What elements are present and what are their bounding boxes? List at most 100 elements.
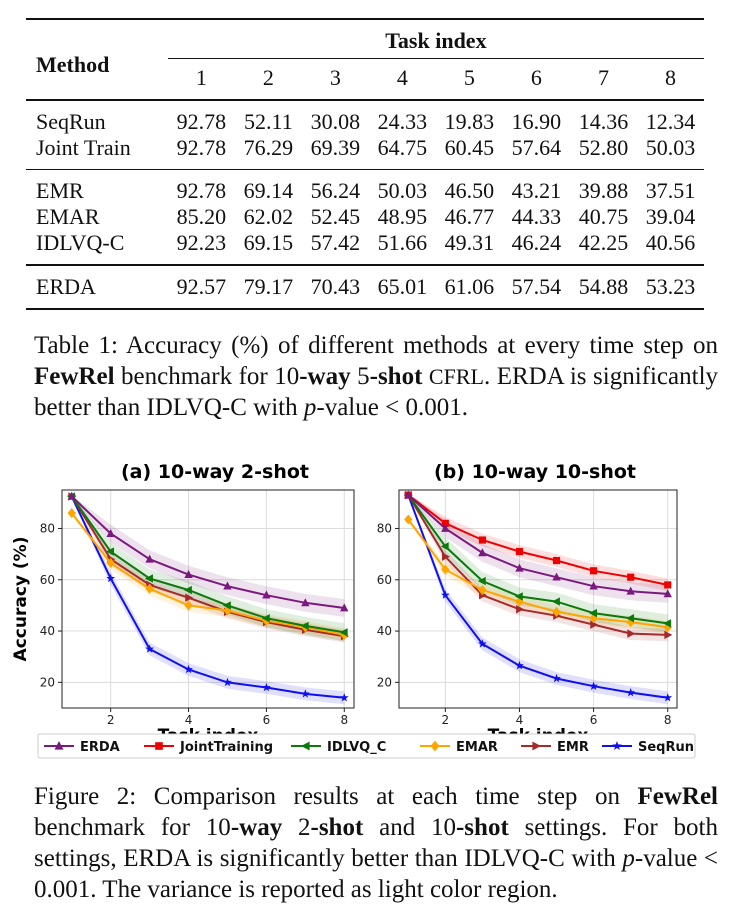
y-tick-label: 20 [40, 675, 55, 689]
variance-band [408, 493, 668, 633]
x-tick-label: 2 [107, 713, 115, 727]
value-cell: 69.14 [243, 178, 294, 203]
data-point [340, 603, 349, 612]
table-row: SeqRun 92.78 52.11 30.08 24.33 19.83 16.90 14.3… [26, 100, 704, 135]
task-column-header: 8 [636, 58, 704, 100]
value-cell: 14.36 [578, 109, 629, 134]
value-cell: 65.01 [377, 274, 428, 299]
value-cell: 53.23 [645, 274, 696, 299]
value-cell: 46.77 [444, 204, 495, 229]
y-tick-label: 40 [40, 624, 55, 638]
chart-title: (b) 10-way 10-shot [434, 461, 636, 483]
data-point [339, 628, 348, 637]
legend-box [37, 733, 696, 759]
task-column-header: 5 [435, 58, 503, 100]
value-cell: 48.95 [377, 204, 428, 229]
legend-item: ERDA [44, 740, 120, 755]
data-point [552, 572, 561, 581]
x-tick-label: 6 [263, 713, 271, 727]
table-row: IDLVQ-C 92.23 69.15 57.42 51.66 49.31 46.24 42.… [26, 230, 704, 265]
data-point [478, 584, 487, 596]
data-point [515, 563, 524, 572]
data-point [441, 564, 450, 575]
value-cell: 46.50 [444, 178, 495, 203]
data-point [589, 613, 598, 624]
data-point [404, 514, 413, 525]
data-point [626, 614, 635, 623]
y-tick-label: 20 [377, 675, 392, 689]
value-cell: 30.08 [310, 109, 361, 134]
data-point [440, 542, 449, 551]
legend-marker [430, 740, 440, 752]
value-cell: 60.45 [444, 135, 495, 160]
axes-frame [61, 489, 355, 709]
data-point [478, 639, 487, 648]
value-cell: 40.75 [578, 204, 629, 229]
value-cell: 52.11 [244, 109, 293, 134]
data-point [441, 523, 450, 532]
x-tick-label: 4 [185, 713, 193, 727]
value-cell: 43.21 [511, 178, 562, 203]
x-tick-label: 8 [664, 713, 672, 727]
figure-2: (a) 10-way 2-shot204060802468Task indexA… [11, 461, 696, 759]
method-column-header: Method [36, 51, 110, 77]
value-cell: 54.88 [578, 274, 629, 299]
value-cell: 16.90 [511, 109, 562, 134]
data-point [145, 554, 154, 563]
data-point [404, 490, 413, 499]
data-point [339, 693, 349, 702]
data-point [663, 589, 672, 598]
value-cell: 44.33 [511, 204, 562, 229]
legend-item: JointTraining [144, 740, 273, 755]
y-tick-label: 40 [377, 624, 392, 638]
legend-item: EMR [521, 740, 589, 755]
data-point [664, 581, 672, 589]
data-point [664, 630, 673, 640]
table-caption-label: Table 1: [34, 332, 118, 359]
series-line [71, 495, 345, 609]
data-point [106, 573, 116, 583]
value-cell: 61.06 [444, 274, 495, 299]
data-point [223, 605, 232, 616]
data-point [300, 689, 310, 698]
data-point [589, 681, 598, 690]
data-point [515, 547, 524, 556]
data-point [106, 547, 115, 556]
table-row: EMR 92.78 69.14 56.24 50.03 46.50 43.21 39.88 37… [26, 169, 704, 205]
value-cell: 69.15 [243, 230, 294, 255]
chart-panel: (b) 10-way 10-shot204060802468Task index [377, 461, 678, 746]
method-name-cell: IDLVQ-C [36, 230, 125, 255]
variance-band [408, 518, 668, 634]
value-cell: 57.64 [511, 135, 562, 160]
table-row: ERDA 92.57 79.17 70.43 65.01 61.06 57.54 54.88 5… [26, 265, 704, 309]
y-tick-label: 80 [40, 521, 55, 535]
data-point [185, 593, 194, 602]
data-point [478, 536, 486, 544]
value-cell: 52.45 [310, 204, 361, 229]
legend-marker [301, 741, 310, 751]
data-point [478, 548, 487, 557]
data-point [262, 590, 271, 599]
value-cell: 24.33 [377, 109, 428, 134]
method-name-cell: SeqRun [36, 109, 106, 134]
value-cell: 57.42 [310, 230, 361, 255]
legend-label: EMAR [456, 740, 498, 755]
value-cell: 52.80 [578, 135, 629, 160]
data-point [223, 581, 232, 590]
data-point [552, 606, 561, 617]
data-point [300, 621, 309, 631]
legend-item: IDLVQ_C [291, 740, 386, 755]
value-cell: 50.03 [645, 135, 696, 160]
task-column-header: 2 [234, 58, 302, 100]
data-point [626, 586, 635, 595]
task-column-header: 4 [368, 58, 436, 100]
data-point [627, 573, 635, 581]
series-line [407, 494, 668, 699]
variance-band [71, 495, 345, 642]
value-cell: 62.02 [243, 204, 294, 229]
value-cell: 12.34 [645, 109, 696, 134]
data-point [184, 664, 193, 674]
value-cell: 56.24 [310, 178, 361, 203]
value-cell: 70.43 [310, 274, 361, 299]
